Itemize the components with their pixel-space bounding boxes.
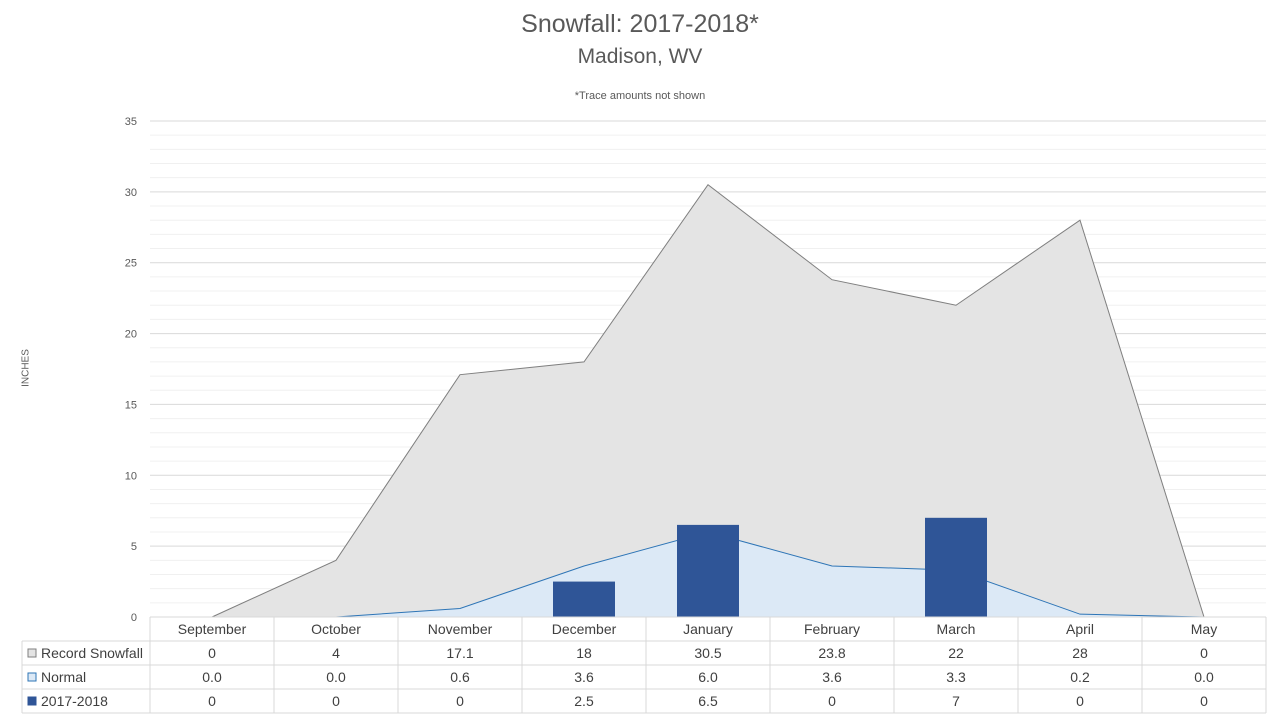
data-label: 0.0 (202, 669, 222, 685)
data-label: 7 (952, 693, 960, 709)
data-label: 22 (948, 645, 964, 661)
x-tick-label: May (1191, 621, 1217, 637)
legend-key (27, 648, 37, 658)
data-label: 23.8 (818, 645, 845, 661)
data-label: 0.2 (1070, 669, 1090, 685)
y-tick-label: 30 (125, 187, 137, 199)
data-label: 17.1 (446, 645, 473, 661)
bar-march (925, 517, 987, 617)
data-label: 3.3 (946, 669, 966, 685)
y-tick-label: 5 (131, 541, 137, 553)
data-label: 0 (1200, 693, 1208, 709)
chart-title: Snowfall: 2017-2018* (521, 10, 759, 38)
x-tick-label: October (311, 621, 361, 637)
y-axis-ticks: 0 5 10 15 20 25 30 35 (125, 116, 137, 624)
y-tick-label: 35 (125, 116, 137, 128)
data-table: September October November December January F… (21, 616, 1267, 714)
data-label: 18 (576, 645, 592, 661)
data-label: 0 (456, 693, 464, 709)
x-tick-label: April (1066, 621, 1094, 637)
legend-entry: 2017-2018 (41, 693, 108, 709)
data-label: 28 (1072, 645, 1088, 661)
y-tick-label: 10 (125, 470, 137, 482)
y-tick-label: 20 (125, 329, 137, 341)
data-label: 0 (828, 693, 836, 709)
x-tick-label: February (804, 621, 860, 637)
data-label: 4 (332, 645, 340, 661)
data-label: 6.0 (698, 669, 718, 685)
data-label: 3.6 (822, 669, 842, 685)
x-tick-label: January (683, 621, 733, 637)
legend-entry: Normal (41, 669, 86, 685)
data-label: 3.6 (574, 669, 594, 685)
data-label: 0.6 (450, 669, 470, 685)
x-tick-label: March (937, 621, 976, 637)
bar-december (553, 581, 615, 617)
data-label: 0.0 (1194, 669, 1214, 685)
x-tick-label: December (552, 621, 617, 637)
legend-key (27, 696, 37, 706)
area-record-snowfall (212, 184, 1204, 617)
bar-january (677, 524, 739, 617)
data-label: 0 (332, 693, 340, 709)
data-label: 0 (208, 645, 216, 661)
data-label: 0 (1076, 693, 1084, 709)
y-tick-label: 0 (131, 612, 137, 624)
x-tick-label: November (428, 621, 493, 637)
data-label: 0.0 (326, 669, 346, 685)
bar-series (553, 517, 987, 617)
data-label: 0 (208, 693, 216, 709)
chart-note: *Trace amounts not shown (574, 90, 706, 102)
legend-entry: Record Snowfall (41, 645, 143, 661)
data-label: 2.5 (574, 693, 594, 709)
data-label: 0 (1200, 645, 1208, 661)
x-tick-label: September (178, 621, 247, 637)
line-record-snowfall (211, 184, 1205, 618)
chart-subtitle: Madison, WV (577, 45, 703, 68)
y-tick-label: 15 (125, 399, 137, 411)
data-label: 30.5 (694, 645, 721, 661)
legend-key (27, 672, 37, 682)
data-label: 6.5 (698, 693, 718, 709)
y-tick-label: 25 (125, 258, 137, 270)
